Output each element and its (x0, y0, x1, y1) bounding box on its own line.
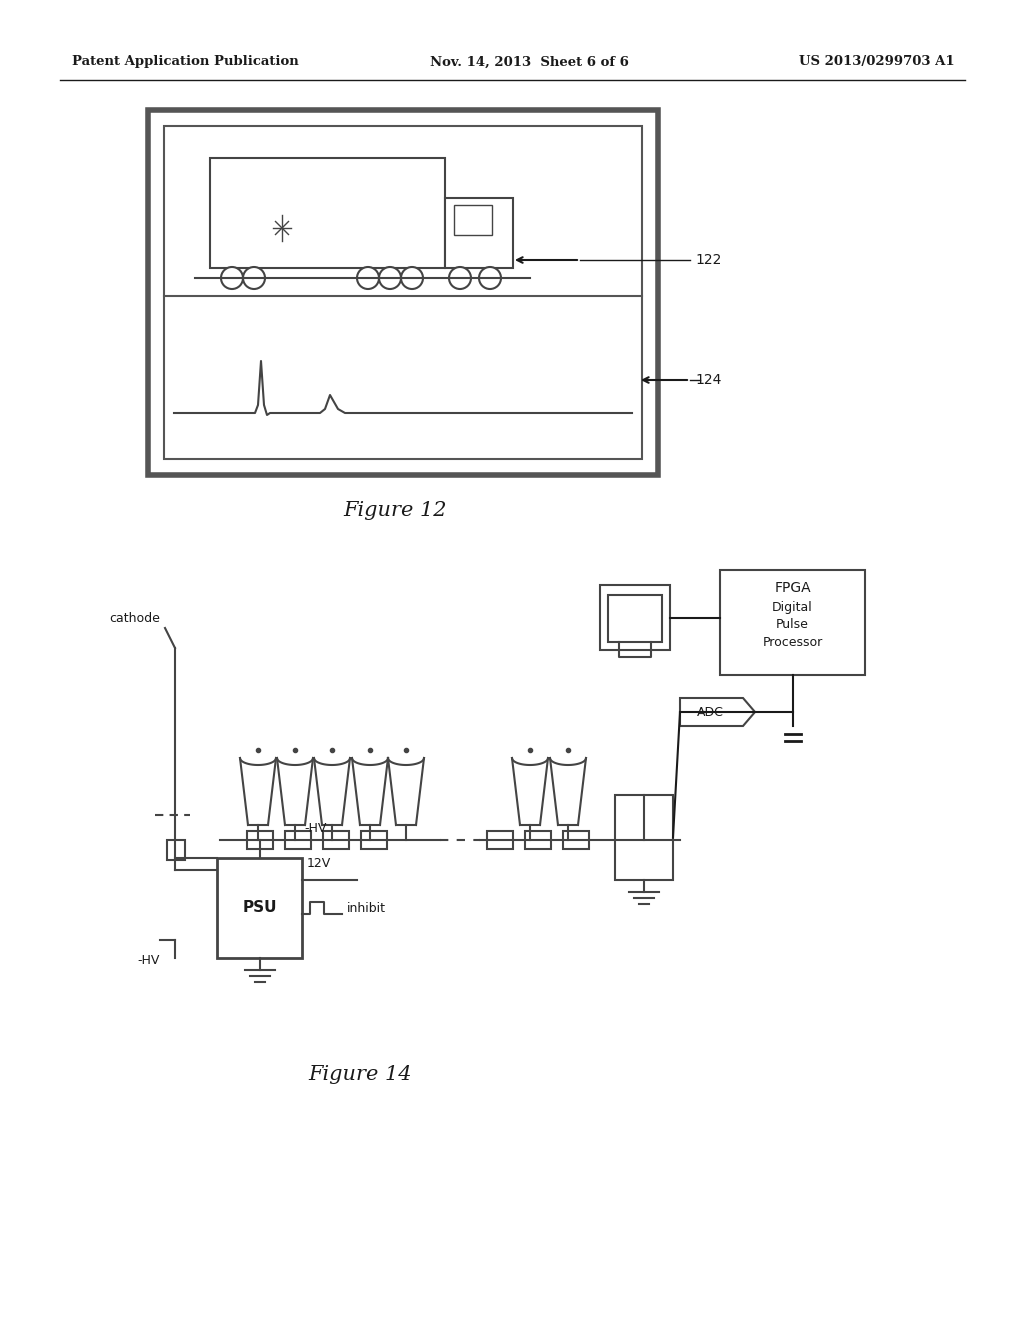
Text: inhibit: inhibit (347, 902, 386, 915)
Polygon shape (680, 698, 755, 726)
Bar (445, 198, 513, 268)
Bar (247, 832, 273, 849)
Circle shape (357, 267, 379, 289)
Text: Figure 14: Figure 14 (308, 1065, 412, 1085)
Circle shape (379, 267, 401, 289)
Bar (615, 795, 673, 880)
Text: Digital
Pulse
Processor: Digital Pulse Processor (763, 601, 822, 649)
Bar (563, 832, 589, 849)
Bar (487, 832, 513, 849)
Circle shape (479, 267, 501, 289)
Bar (167, 840, 185, 861)
Text: FPGA: FPGA (774, 581, 811, 595)
Text: cathode: cathode (110, 611, 160, 624)
Bar (148, 110, 658, 475)
Bar (164, 125, 642, 459)
Bar (361, 832, 387, 849)
Text: PSU: PSU (243, 900, 276, 916)
Bar (217, 858, 302, 958)
Text: 122: 122 (695, 253, 721, 267)
Bar (608, 595, 662, 642)
Circle shape (243, 267, 265, 289)
Bar (720, 570, 865, 675)
Bar (285, 832, 311, 849)
Text: ADC: ADC (697, 705, 724, 718)
Bar (454, 205, 492, 235)
Text: -HV: -HV (304, 822, 327, 836)
Text: US 2013/0299703 A1: US 2013/0299703 A1 (800, 55, 955, 69)
Circle shape (221, 267, 243, 289)
Text: -HV: -HV (137, 953, 160, 966)
Bar (525, 832, 551, 849)
Circle shape (401, 267, 423, 289)
Bar (210, 158, 445, 268)
Circle shape (449, 267, 471, 289)
Text: Patent Application Publication: Patent Application Publication (72, 55, 299, 69)
Text: 12V: 12V (307, 857, 331, 870)
Text: 124: 124 (695, 374, 721, 387)
Text: Nov. 14, 2013  Sheet 6 of 6: Nov. 14, 2013 Sheet 6 of 6 (430, 55, 629, 69)
Text: Figure 12: Figure 12 (343, 500, 446, 520)
Bar (323, 832, 349, 849)
Bar (600, 585, 670, 649)
